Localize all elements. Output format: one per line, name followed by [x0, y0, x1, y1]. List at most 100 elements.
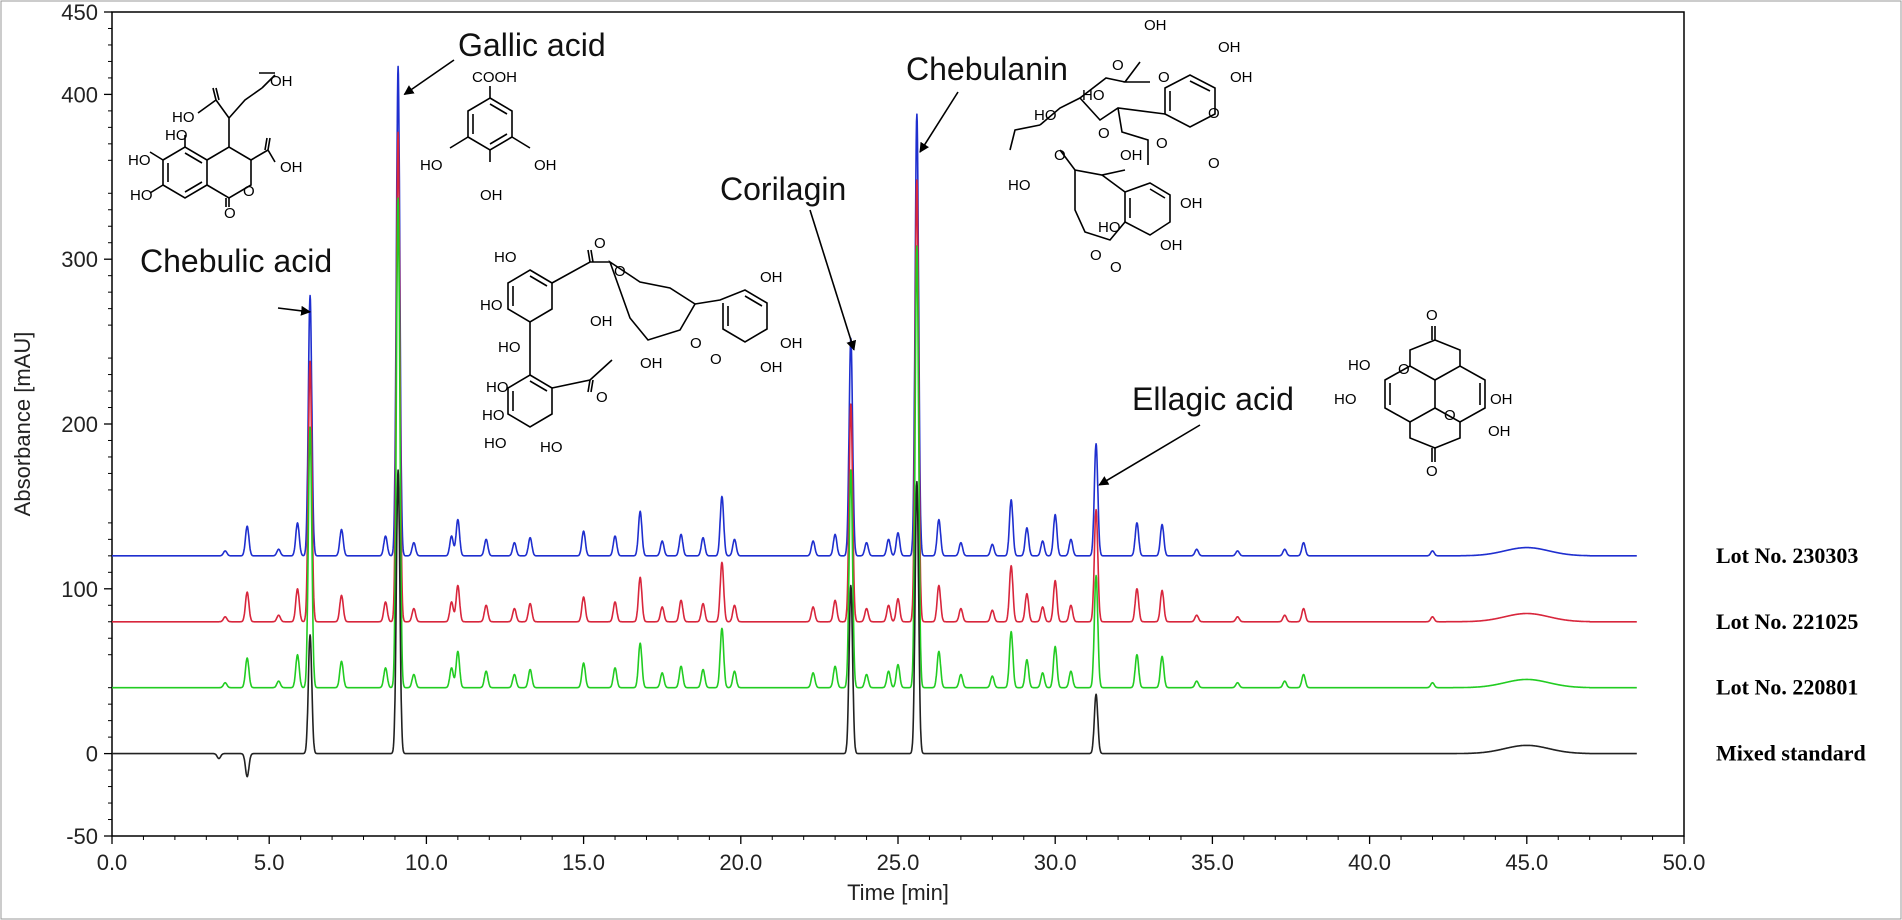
y-tick-label: 200 [61, 412, 98, 437]
peak-annotations: Chebulic acid Gallic acid Corilagin Chebula… [140, 27, 1294, 486]
chromatogram-traces [112, 65, 1637, 778]
svg-text:HO: HO [486, 379, 509, 396]
gallic-acid-structure: COOH HO OH OH [420, 69, 557, 204]
corilagin-structure: HO O HO O OH HO HO O OH HO O HO HO OH O … [480, 235, 803, 456]
peak-label: Chebulanin [906, 51, 1068, 87]
chebulanin-structure: OH OH HO O O OH HO O O O O O HO OH HO OH… [1008, 17, 1253, 276]
peak-label: Ellagic acid [1132, 381, 1294, 417]
peak-arrow [919, 91, 959, 153]
svg-text:OH: OH [1490, 391, 1513, 408]
x-tick-label: 50.0 [1663, 850, 1706, 875]
peak-label: Chebulic acid [140, 243, 332, 279]
y-axis-title: Absorbance [mAU] [10, 332, 35, 517]
svg-text:OH: OH [760, 359, 783, 376]
y-tick-label: 450 [61, 0, 98, 25]
svg-text:HO: HO [480, 297, 503, 314]
svg-text:O: O [1158, 69, 1170, 86]
x-tick-label: 10.0 [405, 850, 448, 875]
peak-label: Corilagin [720, 171, 846, 207]
svg-text:HO: HO [1034, 107, 1057, 124]
legend-entry: Mixed standard [1716, 741, 1866, 766]
svg-text:O: O [614, 263, 626, 280]
svg-text:COOH: COOH [472, 69, 517, 86]
svg-text:HO: HO [484, 435, 507, 452]
legend-entry: Lot No. 230303 [1716, 543, 1858, 568]
svg-text:O: O [710, 351, 722, 368]
svg-text:OH: OH [1180, 195, 1203, 212]
svg-text:HO: HO [128, 152, 151, 169]
series-line [112, 131, 1637, 623]
svg-text:OH: OH [760, 269, 783, 286]
svg-text:O: O [1156, 135, 1168, 152]
svg-text:O: O [1112, 57, 1124, 74]
x-tick-label: 0.0 [97, 850, 128, 875]
x-axis: 0.0 5.0 10.0 15.0 20.0 25.0 30.0 35.0 40.0 45.0 50… [97, 836, 1706, 875]
svg-text:OH: OH [1230, 69, 1253, 86]
svg-text:HO: HO [540, 439, 563, 456]
svg-text:HO: HO [1348, 357, 1371, 374]
peak-arrow [403, 59, 455, 96]
svg-text:O: O [1110, 259, 1122, 276]
x-tick-label: 40.0 [1348, 850, 1391, 875]
svg-text:HO: HO [482, 407, 505, 424]
svg-text:OH: OH [1160, 237, 1183, 254]
svg-text:OH: OH [1120, 147, 1143, 164]
x-tick-label: 30.0 [1034, 850, 1077, 875]
svg-text:O: O [224, 205, 236, 222]
svg-text:HO: HO [1008, 177, 1031, 194]
svg-text:OH: OH [280, 159, 303, 176]
svg-text:O: O [1208, 155, 1220, 172]
svg-text:O: O [1054, 147, 1066, 164]
svg-text:HO: HO [498, 339, 521, 356]
series-line [112, 65, 1637, 557]
svg-text:O: O [1398, 361, 1410, 378]
svg-text:O: O [594, 235, 606, 252]
svg-text:O: O [1098, 125, 1110, 142]
y-tick-label: -50 [66, 824, 98, 849]
svg-text:O: O [1208, 105, 1220, 122]
x-tick-label: 5.0 [254, 850, 285, 875]
svg-text:HO: HO [494, 249, 517, 266]
svg-text:O: O [1444, 407, 1456, 424]
svg-text:O: O [243, 183, 255, 200]
x-tick-label: 15.0 [562, 850, 605, 875]
svg-text:HO: HO [1082, 87, 1105, 104]
svg-text:OH: OH [480, 187, 503, 204]
svg-text:OH: OH [590, 313, 613, 330]
svg-text:OH: OH [780, 335, 803, 352]
legend: Lot No. 230303 Lot No. 221025 Lot No. 2208… [1716, 543, 1866, 766]
svg-text:OH: OH [1218, 39, 1241, 56]
x-tick-label: 45.0 [1505, 850, 1548, 875]
plot-area [111, 11, 1685, 837]
svg-text:HO: HO [1098, 219, 1121, 236]
svg-text:O: O [1426, 463, 1438, 480]
series-line [112, 197, 1637, 689]
peak-arrow [1098, 424, 1201, 486]
svg-text:HO: HO [130, 187, 153, 204]
y-tick-label: 400 [61, 82, 98, 107]
svg-text:OH: OH [1488, 423, 1511, 440]
series-line [112, 469, 1637, 778]
x-tick-label: 25.0 [877, 850, 920, 875]
legend-entry: Lot No. 220801 [1716, 675, 1858, 700]
svg-text:HO: HO [1334, 391, 1357, 408]
x-axis-title: Time [min] [847, 880, 949, 905]
svg-text:O: O [690, 335, 702, 352]
svg-text:HO: HO [165, 127, 188, 144]
y-axis: -50 0 100 200 300 400 450 [61, 0, 112, 849]
peak-arrow [809, 209, 857, 351]
svg-text:OH: OH [270, 73, 293, 90]
svg-text:O: O [596, 389, 608, 406]
svg-text:OH: OH [1144, 17, 1167, 34]
svg-text:OH: OH [534, 157, 557, 174]
y-tick-label: 0 [86, 742, 98, 767]
peak-label: Gallic acid [458, 27, 606, 63]
y-tick-label: 100 [61, 577, 98, 602]
svg-text:HO: HO [420, 157, 443, 174]
chebulic-acid-structure: OH HO OH HO HO HO O O [128, 72, 303, 222]
ellagic-acid-structure: O HO O HO OH O OH O [1334, 307, 1513, 480]
x-tick-label: 35.0 [1191, 850, 1234, 875]
svg-text:OH: OH [640, 355, 663, 372]
